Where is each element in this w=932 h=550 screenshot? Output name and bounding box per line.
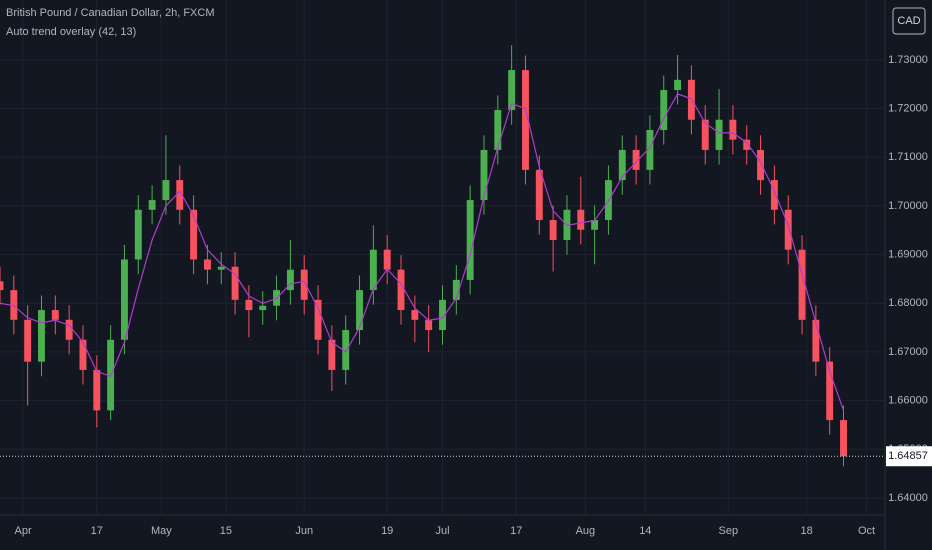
currency-label[interactable]: CAD [897, 15, 920, 27]
candle-body [245, 299, 253, 311]
y-tick-label: 1.68000 [888, 297, 928, 309]
candle-body [300, 269, 308, 300]
x-tick-label: 18 [801, 525, 813, 537]
candle-body [618, 149, 626, 181]
candle-body [148, 200, 156, 210]
candle-body [784, 209, 792, 250]
candle-body [798, 249, 806, 320]
candle-body [646, 129, 654, 170]
candle-body [494, 110, 502, 150]
candle-body [397, 269, 405, 311]
candle-body [65, 319, 73, 340]
candle-body [660, 90, 668, 130]
candle-body [812, 319, 820, 362]
candle-body [439, 299, 446, 331]
candle-body [425, 319, 433, 331]
currency-button[interactable] [892, 7, 926, 35]
candle-body [729, 119, 737, 140]
candle-body [203, 259, 211, 270]
plot-area [0, 45, 885, 467]
candle-body [286, 269, 294, 291]
candle-body [480, 149, 488, 201]
y-tick-label: 1.71000 [888, 151, 928, 163]
candle-body [342, 330, 350, 370]
y-tick-label: 1.70000 [888, 200, 928, 212]
candle-body [217, 266, 225, 270]
x-tick-label: 19 [381, 525, 393, 537]
candle-body [328, 339, 336, 370]
candle-body [674, 79, 682, 91]
x-tick-label: Aug [576, 525, 596, 537]
x-tick-label: 17 [510, 525, 522, 537]
chart-title: British Pound / Canadian Dollar, 2h, FXC… [6, 7, 215, 19]
candle-body [452, 279, 460, 300]
candle-body [356, 290, 363, 331]
x-tick-label: Oct [858, 525, 875, 537]
last-price-box [886, 446, 932, 467]
candle-body [259, 305, 267, 311]
candle-body [632, 149, 640, 170]
candle-body [770, 180, 778, 210]
candle-body [840, 420, 847, 457]
overlay-line [0, 93, 845, 411]
x-tick-label: 17 [91, 525, 103, 537]
candle-body [0, 281, 4, 291]
candle-body [10, 290, 18, 320]
candle-body [176, 180, 184, 210]
y-tick-label: 1.67000 [888, 346, 928, 358]
x-tick-label: Apr [14, 525, 31, 537]
candle-body [369, 249, 377, 291]
y-tick-label: 1.66000 [888, 395, 928, 407]
last-price-label: 1.64857 [888, 450, 928, 462]
candle-body [383, 249, 391, 270]
candle-body [231, 266, 239, 300]
y-tick-label: 1.73000 [888, 54, 928, 66]
candle-body [134, 209, 142, 260]
candle-body [411, 310, 419, 320]
candle-body [757, 149, 765, 181]
candle-body [190, 209, 198, 260]
y-tick-label: 1.69000 [888, 248, 928, 260]
candle-body [466, 200, 474, 280]
candle-body [120, 259, 128, 340]
x-tick-label: 14 [639, 525, 651, 537]
candle-body [701, 119, 709, 150]
y-tick-label: 1.64000 [888, 492, 928, 504]
candle-body [93, 369, 101, 411]
candle-body [24, 319, 32, 362]
candle-body [826, 361, 834, 421]
y-tick-label: 1.72000 [888, 102, 928, 114]
x-tick-label: Jul [435, 525, 449, 537]
candle-body [38, 310, 45, 362]
axes: 1.640001.650001.660001.670001.680001.690… [14, 54, 932, 537]
candle-body [508, 70, 516, 111]
indicator-label: Auto trend overlay (42, 13) [6, 26, 136, 38]
candle-body [591, 220, 599, 230]
candle-body [314, 299, 322, 340]
x-tick-label: 15 [220, 525, 232, 537]
candle-body [549, 220, 557, 240]
candle-body [535, 169, 543, 221]
candle-body [715, 119, 723, 150]
x-tick-label: Sep [718, 525, 738, 537]
candle-body [577, 209, 585, 230]
candle-body [522, 70, 529, 170]
candle-body [51, 310, 59, 320]
x-tick-label: Jun [295, 525, 313, 537]
candle-body [79, 339, 87, 370]
candle-body [743, 139, 751, 150]
candle-body [162, 180, 170, 201]
x-tick-label: May [151, 525, 172, 537]
